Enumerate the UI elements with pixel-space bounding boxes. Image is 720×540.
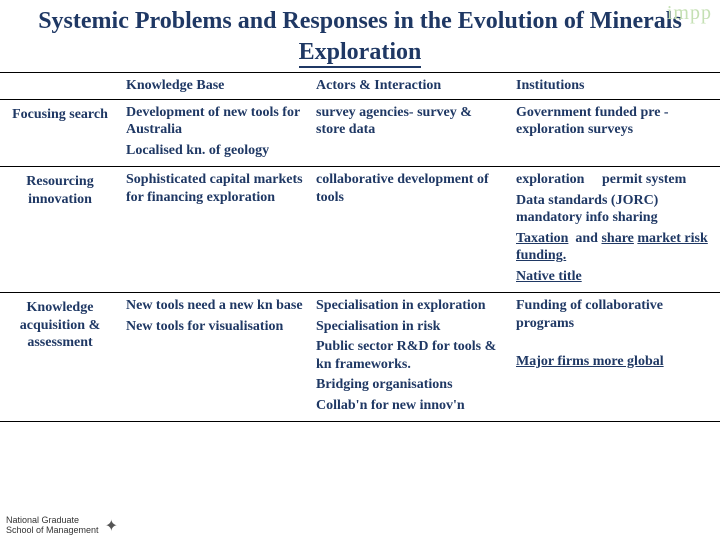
footer-glyph-icon: ✦ <box>105 516 118 536</box>
footer-text: National Graduate School of Management <box>6 516 99 536</box>
cell: exploration permit systemData standards … <box>510 167 720 293</box>
footer-logo: National Graduate School of Management ✦ <box>6 516 118 536</box>
col-header-knowledge: Knowledge Base <box>120 73 310 100</box>
table-row: Resourcing innovation Sophisticated capi… <box>0 167 720 293</box>
cell: Sophisticated capital markets for financ… <box>120 167 310 293</box>
cell: Government funded pre -exploration surve… <box>510 99 720 167</box>
content-table: Knowledge Base Actors & Interaction Inst… <box>0 72 720 422</box>
cell: Funding of collaborative programsMajor f… <box>510 293 720 422</box>
cell: Development of new tools for AustraliaLo… <box>120 99 310 167</box>
cell: New tools need a new kn baseNew tools fo… <box>120 293 310 422</box>
page-title: Systemic Problems and Responses in the E… <box>0 0 720 72</box>
cell: survey agencies- survey & store data <box>310 99 510 167</box>
col-header-blank <box>0 73 120 100</box>
watermark: impp <box>667 2 712 25</box>
row-header: Resourcing innovation <box>0 167 120 293</box>
table-body: Focusing search Development of new tools… <box>0 99 720 422</box>
col-header-institutions: Institutions <box>510 73 720 100</box>
table-header-row: Knowledge Base Actors & Interaction Inst… <box>0 73 720 100</box>
cell: collaborative development of tools <box>310 167 510 293</box>
cell: Specialisation in explorationSpecialisat… <box>310 293 510 422</box>
table-row: Knowledge acquisition & assessment New t… <box>0 293 720 422</box>
table-row: Focusing search Development of new tools… <box>0 99 720 167</box>
col-header-actors: Actors & Interaction <box>310 73 510 100</box>
row-header: Focusing search <box>0 99 120 167</box>
row-header: Knowledge acquisition & assessment <box>0 293 120 422</box>
